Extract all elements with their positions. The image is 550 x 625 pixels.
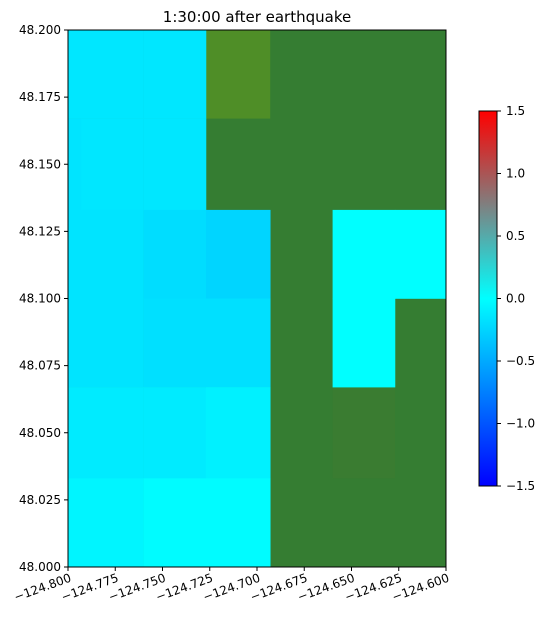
heatmap-cell [81,118,144,211]
heatmap-cell [205,478,271,568]
y-tick-label: 48.125 [19,224,61,238]
heatmap-cell [68,30,82,119]
heatmap-cell [81,478,144,568]
heatmap-cell [205,209,271,299]
heatmap-cell [81,209,144,299]
heatmap-cell [68,478,82,568]
y-tick-label: 48.200 [19,23,61,37]
land-cell [332,387,395,479]
colorbar: −1.5 −1.0 −0.5 0.0 0.5 1.0 1.5 [478,104,535,493]
colorbar-tick-label: −0.5 [506,354,535,368]
land-cell [205,30,271,119]
heatmap-cell [143,298,207,388]
colorbar-tick-label: 1.5 [506,104,525,118]
colorbar-tick-label: −1.5 [506,479,535,493]
heatmap-cell [143,387,207,479]
heatmap-cell [81,30,144,119]
colorbar-tick-label: 0.0 [506,292,525,306]
colorbar-tick-label: −1.0 [506,417,535,431]
heatmap-cell [332,209,396,299]
heatmap-cell [143,209,207,299]
y-tick-label: 48.075 [19,359,61,373]
colorbar-ticks: −1.5 −1.0 −0.5 0.0 0.5 1.0 1.5 [497,104,535,493]
heatmap-cell [205,387,271,479]
heatmap-cell [68,209,82,299]
y-tick-label: 48.175 [19,90,61,104]
heatmap-cell [394,209,447,299]
heatmap-cell [332,298,396,388]
y-tick-label: 48.000 [19,560,61,574]
colorbar-gradient [479,111,497,486]
plot-area [67,29,447,568]
heatmap-cell [143,118,207,211]
heatmap-cell [68,387,82,479]
heatmap-cell [68,298,82,388]
heatmap-cell [81,387,144,479]
heatmap-cell [143,478,207,568]
y-tick-label: 48.100 [19,292,61,306]
heatmap-cell [68,118,82,211]
colorbar-tick-label: 1.0 [506,167,525,181]
heatmap-cell [81,298,144,388]
chart-title: 1:30:00 after earthquake [163,8,351,26]
heatmap-cell [143,30,207,119]
heatmap-cells [68,30,447,568]
y-axis: 48.000 48.025 48.050 48.075 48.100 48.125 48.1… [19,23,68,574]
y-tick-label: 48.150 [19,157,61,171]
heatmap-cell [205,298,271,388]
colorbar-tick-label: 0.5 [506,229,525,243]
y-tick-label: 48.050 [19,426,61,440]
y-tick-label: 48.025 [19,493,61,507]
